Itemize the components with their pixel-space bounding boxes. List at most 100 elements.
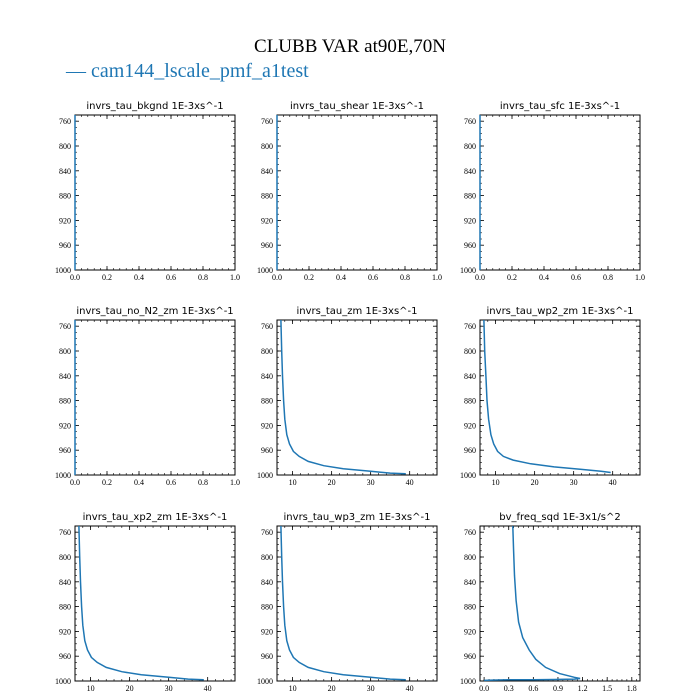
- series-line-1: [280, 525, 406, 681]
- y-tick-label: 760: [464, 528, 476, 537]
- y-tick-label: 960: [464, 241, 476, 250]
- subplot-title: invrs_tau_zm 1E-3xs^-1: [296, 306, 417, 317]
- y-tick-label: 920: [59, 421, 71, 430]
- y-tick-label: 920: [464, 421, 476, 430]
- subplot-title: invrs_tau_shear 1E-3xs^-1: [290, 101, 424, 112]
- x-tick-label: 0.8: [198, 478, 208, 487]
- x-tick-label: 0.8: [603, 273, 613, 282]
- x-tick-label: 1.0: [432, 273, 442, 282]
- x-tick-label: 0.0: [272, 273, 282, 282]
- subplot-title: invrs_tau_sfc 1E-3xs^-1: [500, 101, 620, 112]
- x-tick-label: 40: [406, 478, 414, 487]
- y-tick-label: 1000: [460, 266, 476, 275]
- y-tick-label: 840: [261, 372, 273, 381]
- x-tick-label: 0.0: [479, 684, 489, 693]
- x-tick-label: 1.0: [230, 478, 240, 487]
- plot-frame: [276, 319, 438, 476]
- x-tick-label: 30: [570, 478, 578, 487]
- y-tick-label: 1000: [460, 677, 476, 686]
- x-tick-label: 10: [289, 478, 297, 487]
- x-tick-label: 0.2: [507, 273, 517, 282]
- subplot-3: invrs_tau_sfc 1E-3xs^-1 760 800 840 880 920 96…: [460, 101, 645, 282]
- subplot-title: invrs_tau_bkgnd 1E-3xs^-1: [86, 101, 223, 112]
- y-tick-label: 920: [464, 216, 476, 225]
- x-tick-label: 0.4: [134, 273, 144, 282]
- y-tick-label: 840: [59, 578, 71, 587]
- y-tick-label: 880: [464, 192, 476, 201]
- series-line-1: [78, 525, 204, 681]
- y-tick-label: 960: [261, 652, 273, 661]
- plot-frame: [276, 114, 438, 271]
- legend-entry: — cam144_lscale_pmf_a1test: [66, 60, 309, 82]
- x-tick-label: 0.4: [539, 273, 549, 282]
- y-tick-label: 760: [59, 117, 71, 126]
- x-tick-label: 1.0: [230, 273, 240, 282]
- x-tick-label: 0.9: [553, 684, 563, 693]
- x-tick-label: 20: [328, 478, 336, 487]
- y-tick-label: 880: [261, 192, 273, 201]
- subplot-4: invrs_tau_no_N2_zm 1E-3xs^-1 760 800 840 880…: [55, 306, 240, 487]
- plot-frame: [479, 525, 641, 682]
- y-tick-label: 800: [261, 553, 273, 562]
- subplot-title: invrs_tau_no_N2_zm 1E-3xs^-1: [76, 306, 233, 317]
- plot-frame: [276, 525, 438, 682]
- x-tick-label: 1.8: [627, 684, 637, 693]
- y-tick-label: 840: [464, 372, 476, 381]
- y-tick-label: 760: [261, 322, 273, 331]
- x-tick-label: 1.0: [635, 273, 645, 282]
- y-tick-label: 800: [59, 142, 71, 151]
- y-tick-label: 800: [59, 347, 71, 356]
- y-tick-label: 880: [59, 397, 71, 406]
- x-tick-label: 0.0: [70, 273, 80, 282]
- x-tick-label: 0.3: [504, 684, 514, 693]
- y-tick-label: 960: [464, 446, 476, 455]
- y-tick-label: 1000: [55, 266, 71, 275]
- x-tick-label: 1.5: [602, 684, 612, 693]
- y-tick-label: 760: [59, 528, 71, 537]
- y-tick-label: 920: [59, 216, 71, 225]
- y-tick-label: 840: [464, 578, 476, 587]
- plot-frame: [479, 319, 641, 476]
- x-tick-label: 20: [328, 684, 336, 693]
- plot-frame: [74, 525, 236, 682]
- series-line-1: [512, 525, 581, 680]
- x-tick-label: 10: [87, 684, 95, 693]
- subplot-title: invrs_tau_xp2_zm 1E-3xs^-1: [83, 512, 228, 523]
- series-line-2: [484, 677, 581, 682]
- x-tick-label: 0.0: [475, 273, 485, 282]
- y-tick-label: 760: [59, 322, 71, 331]
- plot-frame: [74, 114, 236, 271]
- subplot-5: invrs_tau_zm 1E-3xs^-1 760 800 840 880 920 960…: [257, 306, 438, 487]
- x-tick-label: 0.2: [304, 273, 314, 282]
- y-tick-label: 760: [261, 117, 273, 126]
- x-tick-label: 10: [289, 684, 297, 693]
- x-tick-label: 30: [367, 684, 375, 693]
- subplot-title: invrs_tau_wp3_zm 1E-3xs^-1: [284, 512, 431, 523]
- y-tick-label: 880: [261, 603, 273, 612]
- y-tick-label: 800: [59, 553, 71, 562]
- y-tick-label: 1000: [55, 677, 71, 686]
- x-tick-label: 30: [165, 684, 173, 693]
- x-tick-label: 0.8: [198, 273, 208, 282]
- y-tick-label: 920: [59, 627, 71, 636]
- subplot-2: invrs_tau_shear 1E-3xs^-1 760 800 840 880 920…: [257, 101, 442, 282]
- y-tick-label: 840: [261, 578, 273, 587]
- x-tick-label: 0.6: [528, 684, 538, 693]
- y-tick-label: 960: [59, 241, 71, 250]
- x-tick-label: 40: [204, 684, 212, 693]
- x-tick-label: 1.2: [578, 684, 588, 693]
- x-tick-label: 0.4: [134, 478, 144, 487]
- series-line-1: [280, 319, 406, 475]
- x-tick-label: 20: [531, 478, 539, 487]
- y-tick-label: 1000: [257, 471, 273, 480]
- subplot-7: invrs_tau_xp2_zm 1E-3xs^-1 760 800 840 880 92…: [55, 512, 236, 693]
- y-tick-label: 960: [261, 446, 273, 455]
- y-tick-label: 840: [59, 372, 71, 381]
- plot-frame: [74, 319, 236, 476]
- subplot-1: invrs_tau_bkgnd 1E-3xs^-1 760 800 840 880 920…: [55, 101, 240, 282]
- y-tick-label: 840: [261, 167, 273, 176]
- y-tick-label: 840: [59, 167, 71, 176]
- subplot-6: invrs_tau_wp2_zm 1E-3xs^-1 760 800 840 880 92…: [460, 306, 641, 487]
- y-tick-label: 920: [261, 216, 273, 225]
